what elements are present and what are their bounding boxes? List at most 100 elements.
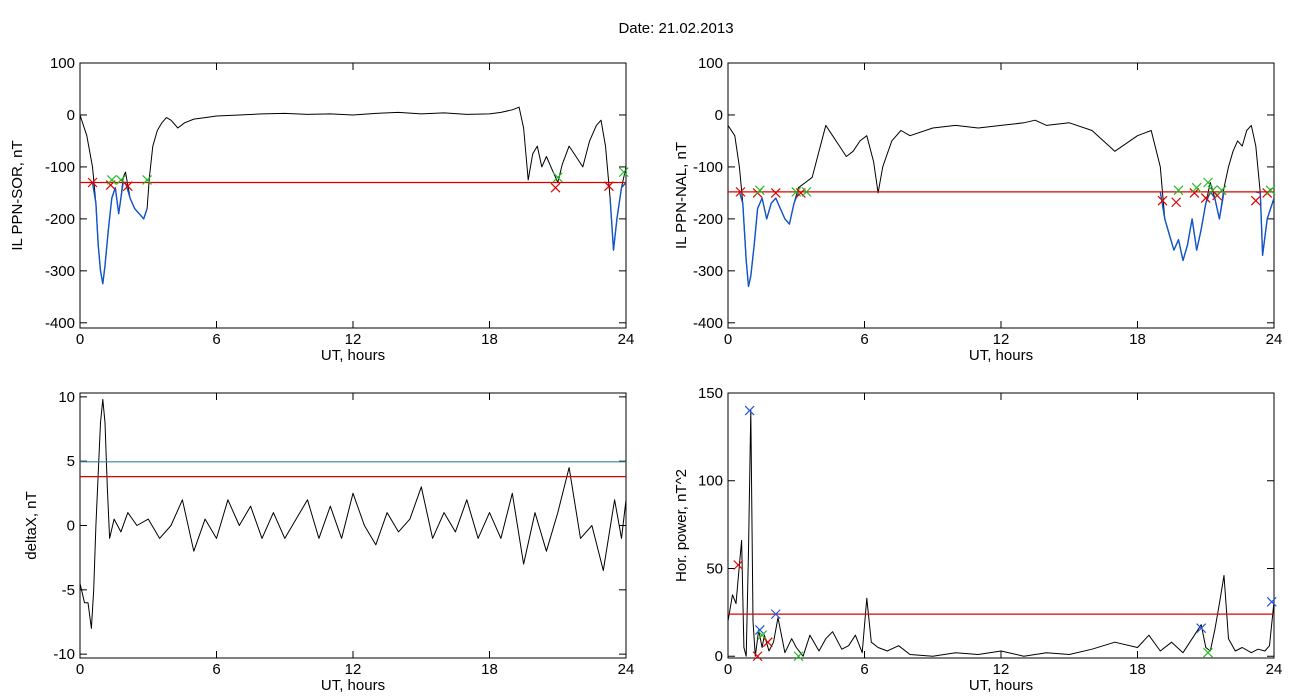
y-tick-label: 5 xyxy=(67,453,75,470)
y-tick-label: 100 xyxy=(50,55,75,72)
event-segment-line xyxy=(738,191,800,288)
cross-marker xyxy=(735,186,746,197)
y-tick-label: 100 xyxy=(698,473,723,490)
cross-marker xyxy=(754,185,765,196)
cross-marker xyxy=(618,167,629,178)
x-tick-label: 0 xyxy=(76,331,84,348)
plot-frame xyxy=(79,62,627,329)
plot-area xyxy=(728,119,1274,288)
cross-marker xyxy=(793,651,804,662)
x-tick-label: 0 xyxy=(76,661,84,678)
cross-marker xyxy=(1189,187,1200,198)
y-tick-label: 10 xyxy=(58,389,75,406)
x-tick-label: 6 xyxy=(860,331,868,348)
x-axis-label: UT, hours xyxy=(969,347,1033,364)
x-tick-label: 0 xyxy=(724,331,732,348)
y-tick-label: 0 xyxy=(67,107,75,124)
y-tick-label: 0 xyxy=(715,648,723,665)
cross-marker xyxy=(733,560,744,570)
cross-marker xyxy=(1157,195,1168,206)
signal-line xyxy=(728,410,1274,657)
y-tick-label: -10 xyxy=(53,646,75,663)
panel-ppn-sor: 0 6 12 18 24 100 0 -100 -200 -300 -400 UT, hours IL … xyxy=(9,55,634,364)
x-tick-label: 24 xyxy=(618,331,635,348)
y-tick-label: 0 xyxy=(715,107,723,124)
event-segment-line xyxy=(91,181,148,285)
x-tick-label: 12 xyxy=(345,661,362,678)
x-tick-label: 0 xyxy=(724,661,732,678)
y-tick-label: -300 xyxy=(693,263,723,280)
y-tick-label: 100 xyxy=(698,55,723,72)
x-tick-label: 18 xyxy=(1129,331,1146,348)
y-tick-label: 0 xyxy=(67,518,75,535)
y-tick-label: -5 xyxy=(62,582,75,599)
x-tick-label: 6 xyxy=(212,661,220,678)
panel-hor-power: 0 6 12 18 24 150 100 50 0 UT, hours Hor. power, nT… xyxy=(673,385,1282,694)
x-axis-label: UT, hours xyxy=(321,677,385,694)
cross-marker xyxy=(142,174,153,185)
y-tick-label: 150 xyxy=(698,385,723,402)
x-tick-label: 6 xyxy=(212,331,220,348)
cross-marker xyxy=(1200,193,1211,204)
cross-marker xyxy=(106,174,117,185)
cross-marker xyxy=(770,609,781,620)
x-tick-label: 12 xyxy=(993,331,1010,348)
cross-marker xyxy=(1173,185,1184,196)
event-segment-line xyxy=(1255,191,1274,257)
plot-area xyxy=(80,398,626,629)
signal-line xyxy=(728,119,1274,287)
cross-marker xyxy=(757,630,768,641)
y-tick-label: -200 xyxy=(693,211,723,228)
cross-marker xyxy=(752,651,763,662)
y-axis-label: deltaX, nT xyxy=(23,491,40,559)
cross-marker xyxy=(770,187,781,198)
cross-marker xyxy=(1266,596,1277,607)
y-tick-label: -300 xyxy=(45,263,75,280)
x-tick-label: 24 xyxy=(1266,331,1283,348)
plot-frame xyxy=(727,392,1275,659)
panel-deltax: 0 6 12 18 24 10 5 0 -5 -10 UT, hours deltaX, nT xyxy=(23,389,634,694)
cross-marker xyxy=(604,181,614,192)
y-tick-label: -100 xyxy=(693,159,723,176)
cross-marker xyxy=(1250,195,1261,206)
cross-marker xyxy=(550,182,561,193)
signal-line xyxy=(80,398,626,629)
x-tick-label: 12 xyxy=(345,331,362,348)
x-axis-label: UT, hours xyxy=(969,677,1033,694)
cross-marker xyxy=(801,186,812,197)
event-segment-line xyxy=(609,182,626,251)
x-axis-label: UT, hours xyxy=(321,347,385,364)
cross-marker xyxy=(762,637,773,648)
y-tick-label: 50 xyxy=(706,560,723,577)
y-axis-label: IL PPN-NAL, nT xyxy=(673,142,690,249)
plot-area xyxy=(80,106,626,285)
cross-marker xyxy=(1191,182,1202,193)
cross-marker xyxy=(744,405,755,416)
plot-area xyxy=(728,410,1274,657)
cross-marker xyxy=(1203,647,1213,658)
plot-frame xyxy=(79,392,627,659)
y-axis-label: IL PPN-SOR, nT xyxy=(9,140,26,250)
x-tick-label: 6 xyxy=(860,661,868,678)
cross-marker xyxy=(1216,185,1227,196)
y-tick-label: -400 xyxy=(693,315,723,332)
y-tick-label: -100 xyxy=(45,159,75,176)
cross-marker xyxy=(754,624,765,635)
signal-line xyxy=(80,106,626,285)
y-tick-label: -200 xyxy=(45,211,75,228)
cross-marker xyxy=(122,181,133,192)
figure-title: Date: 21.02.2013 xyxy=(618,20,733,37)
cross-marker xyxy=(1196,623,1207,634)
panel-ppn-nal: 0 6 12 18 24 100 0 -100 -200 -300 -400 UT, hours IL … xyxy=(673,55,1282,364)
cross-marker xyxy=(1203,177,1213,188)
x-tick-label: 18 xyxy=(481,661,498,678)
cross-marker xyxy=(552,172,563,183)
cross-marker xyxy=(1171,197,1182,208)
cross-marker xyxy=(1265,185,1276,196)
x-tick-label: 18 xyxy=(481,331,498,348)
x-tick-label: 18 xyxy=(1129,661,1146,678)
event-segment-line xyxy=(1159,191,1225,262)
x-tick-label: 12 xyxy=(993,661,1010,678)
y-axis-label: Hor. power, nT^2 xyxy=(673,469,690,582)
